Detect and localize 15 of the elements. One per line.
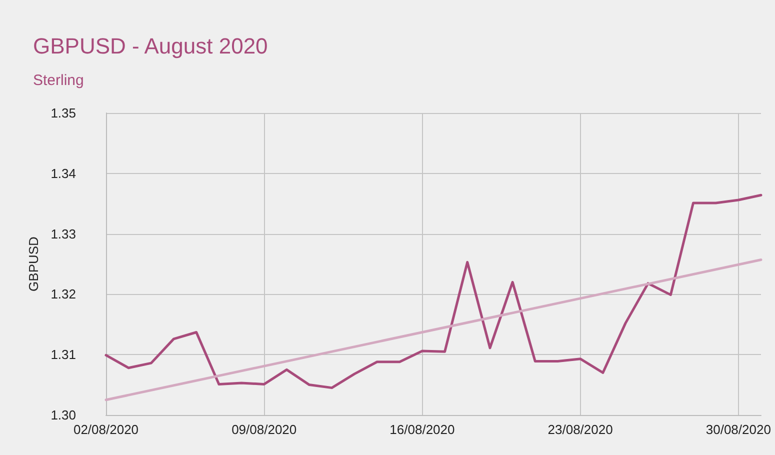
chart-subtitle: Sterling (33, 72, 84, 89)
y-axis-title: GBPUSD (26, 236, 41, 292)
y-tick-label: 1.32 (50, 286, 76, 302)
y-tick-label: 1.34 (50, 166, 76, 181)
x-tick-label: 02/08/2020 (73, 422, 139, 437)
y-tick-label: 1.31 (50, 347, 76, 362)
y-tick-label: 1.33 (50, 226, 76, 242)
x-tick-label: 09/08/2020 (232, 422, 297, 437)
x-tick-label: 16/08/2020 (390, 422, 455, 437)
line-series (104, 194, 762, 390)
x-tick-label: 30/08/2020 (706, 422, 771, 437)
y-tick-label: 1.30 (50, 408, 76, 422)
y-tick-label: 1.35 (50, 106, 76, 120)
x-tick-label: 23/08/2020 (548, 422, 613, 437)
chart-title: GBPUSD - August 2020 (33, 34, 268, 58)
